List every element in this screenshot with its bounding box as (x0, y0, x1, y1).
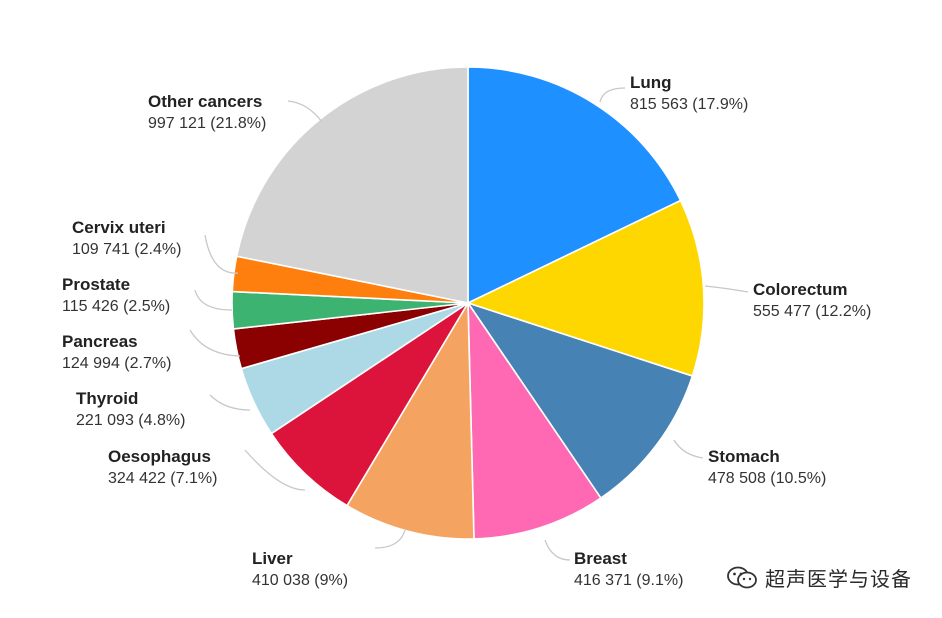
pie-slice-oesophagus (270, 302, 469, 507)
slice-label-value: 109 741 (2.4%) (72, 241, 181, 258)
slice-label-name: Liver (252, 549, 293, 568)
slice-label-value: 997 121 (21.8%) (148, 115, 266, 132)
watermark: 超声医学与设备 (725, 563, 912, 592)
slice-label-name: Breast (574, 549, 627, 568)
leader-line (189, 329, 241, 357)
slice-label-value: 324 422 (7.1%) (108, 470, 217, 487)
slice-label-name: Thyroid (76, 389, 138, 408)
pie-slice-stomach (466, 301, 694, 500)
slice-label-name: Pancreas (62, 332, 138, 351)
pie-slice-colorectum (465, 199, 705, 378)
leader-line (704, 285, 749, 293)
leader-line (673, 439, 704, 459)
slice-label-name: Other cancers (148, 92, 262, 111)
slice-label-name: Stomach (708, 447, 780, 466)
slice-label-value: 410 038 (9%) (252, 572, 348, 589)
slice-label-value: 815 563 (17.9%) (630, 96, 748, 113)
pie-slice-breast (467, 300, 602, 540)
slice-label-name: Cervix uteri (72, 218, 166, 237)
wechat-official-account-icon (727, 566, 757, 588)
slice-label-name: Colorectum (753, 280, 847, 299)
slice-label-value: 478 508 (10.5%) (708, 470, 826, 487)
pie-slice-liver (345, 300, 475, 540)
pie-slice-other-cancers (235, 66, 469, 304)
leader-lines (189, 87, 749, 561)
leader-line (544, 539, 571, 561)
leader-line (374, 529, 406, 549)
slice-label-name: Oesophagus (108, 447, 211, 466)
slice-labels: Lung 815 563 (17.9%) Colorectum 555 477 (12… (62, 73, 871, 589)
watermark-text: 超声医学与设备 (765, 567, 912, 591)
slice-label-name: Lung (630, 73, 672, 92)
pie-slices (231, 66, 705, 540)
slice-label-value: 555 477 (12.2%) (753, 303, 871, 320)
leader-line (287, 100, 323, 123)
leader-line (194, 289, 233, 311)
leader-line (204, 234, 239, 274)
slice-label-value: 124 994 (2.7%) (62, 355, 171, 372)
leader-line (244, 449, 306, 491)
slice-label-name: Prostate (62, 275, 130, 294)
leader-line (209, 394, 251, 411)
leader-line (599, 87, 626, 103)
slice-label-value: 115 426 (2.5%) (62, 298, 170, 315)
slice-label-value: 416 371 (9.1%) (574, 572, 683, 589)
pie-slice-lung (467, 66, 682, 305)
slice-label-value: 221 093 (4.8%) (76, 412, 185, 429)
